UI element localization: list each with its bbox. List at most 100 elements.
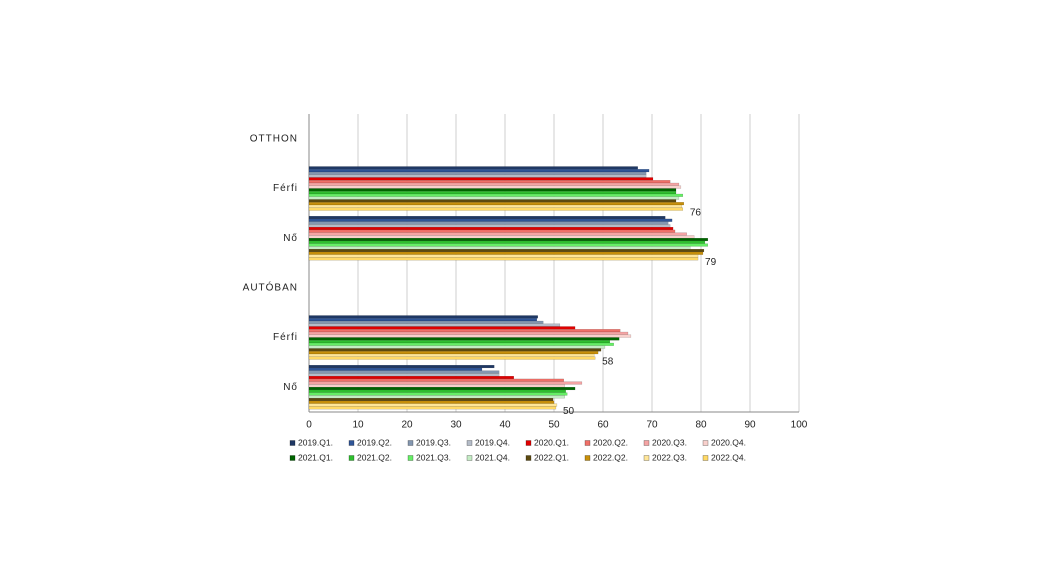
bar [308,199,677,203]
legend-marker [466,455,473,461]
legend-marker [643,440,650,446]
category-label: Férfi [273,332,298,343]
x-tick-label: 50 [548,420,560,431]
x-tick-label: 70 [646,420,658,431]
bar [308,246,691,250]
x-tick-label: 20 [401,420,413,431]
bar [308,315,538,319]
bar [308,348,602,352]
category-label: AUTÓBAN [243,280,298,293]
bar [308,235,695,239]
x-tick-label: 0 [306,420,312,431]
legend-label: 2020.Q3. [652,437,687,447]
bar [308,196,680,200]
bar [308,406,557,410]
category-label: Férfi [273,183,298,194]
bar [308,356,596,360]
legend-marker [525,455,532,461]
bar [308,326,576,330]
bar [308,389,566,393]
bar [308,166,638,170]
bar [308,207,684,211]
legend-label: 2021.Q3. [416,452,451,462]
bar [308,227,674,231]
bar [308,204,683,208]
x-tick-label: 10 [352,420,364,431]
bar [308,182,680,186]
bar [308,337,620,341]
x-tick-label: 60 [597,420,609,431]
legend-label: 2020.Q4. [711,437,746,447]
x-tick-label: 40 [499,420,511,431]
legend-label: 2019.Q1. [298,437,333,447]
bar [308,180,671,184]
legend-label: 2022.Q4. [711,452,746,462]
legend-marker [407,440,414,446]
bar [308,188,677,192]
bar [308,340,611,344]
legend-label: 2019.Q3. [416,437,451,447]
bar [308,365,495,369]
legend-label: 2022.Q1. [534,452,569,462]
bar [308,224,671,228]
bar [308,367,483,371]
bar [308,177,654,181]
bar [308,398,554,402]
bar [308,221,669,225]
bar [308,351,599,355]
bar [308,251,704,255]
bar [308,392,568,396]
legend-label: 2021.Q1. [298,452,333,462]
value-label: 79 [705,257,717,268]
bar [308,334,632,338]
legend-label: 2022.Q3. [652,452,687,462]
legend-marker [289,440,296,446]
x-tick-label: 90 [744,420,756,431]
legend-marker [702,455,709,461]
category-label: OTTHON [250,133,298,144]
legend-marker [348,440,355,446]
value-label: 50 [563,406,575,417]
legend-marker [348,455,355,461]
bar [308,384,565,388]
x-tick-label: 100 [791,420,808,431]
x-tick-label: 30 [450,420,462,431]
bar [308,345,606,349]
bar [308,376,514,380]
legend-label: 2021.Q4. [475,452,510,462]
bar [308,378,564,382]
bar [308,238,709,242]
legend-label: 2019.Q4. [475,437,510,447]
bar [308,249,705,253]
legend-marker [584,440,591,446]
legend-label: 2020.Q2. [593,437,628,447]
bar [308,403,558,407]
bar [308,202,685,206]
bar [308,373,500,377]
legend-marker [466,440,473,446]
bar [308,218,673,222]
bar [308,216,666,220]
bar [308,387,576,391]
bar [308,229,676,233]
category-label: Nő [283,382,298,393]
category-label: Nő [283,233,298,244]
bar [308,254,699,258]
legend-marker [407,455,414,461]
bar [308,395,565,399]
legend-marker [702,440,709,446]
bar [308,232,687,236]
bar [308,323,561,327]
legend-label: 2021.Q2. [357,452,392,462]
bar [308,257,699,261]
bar [308,400,555,404]
legend-label: 2019.Q2. [357,437,392,447]
bar [308,329,621,333]
bar [308,171,647,175]
legend-marker [643,455,650,461]
bar [308,370,500,374]
bar [308,240,706,244]
bar [308,353,595,357]
bar [308,342,614,346]
